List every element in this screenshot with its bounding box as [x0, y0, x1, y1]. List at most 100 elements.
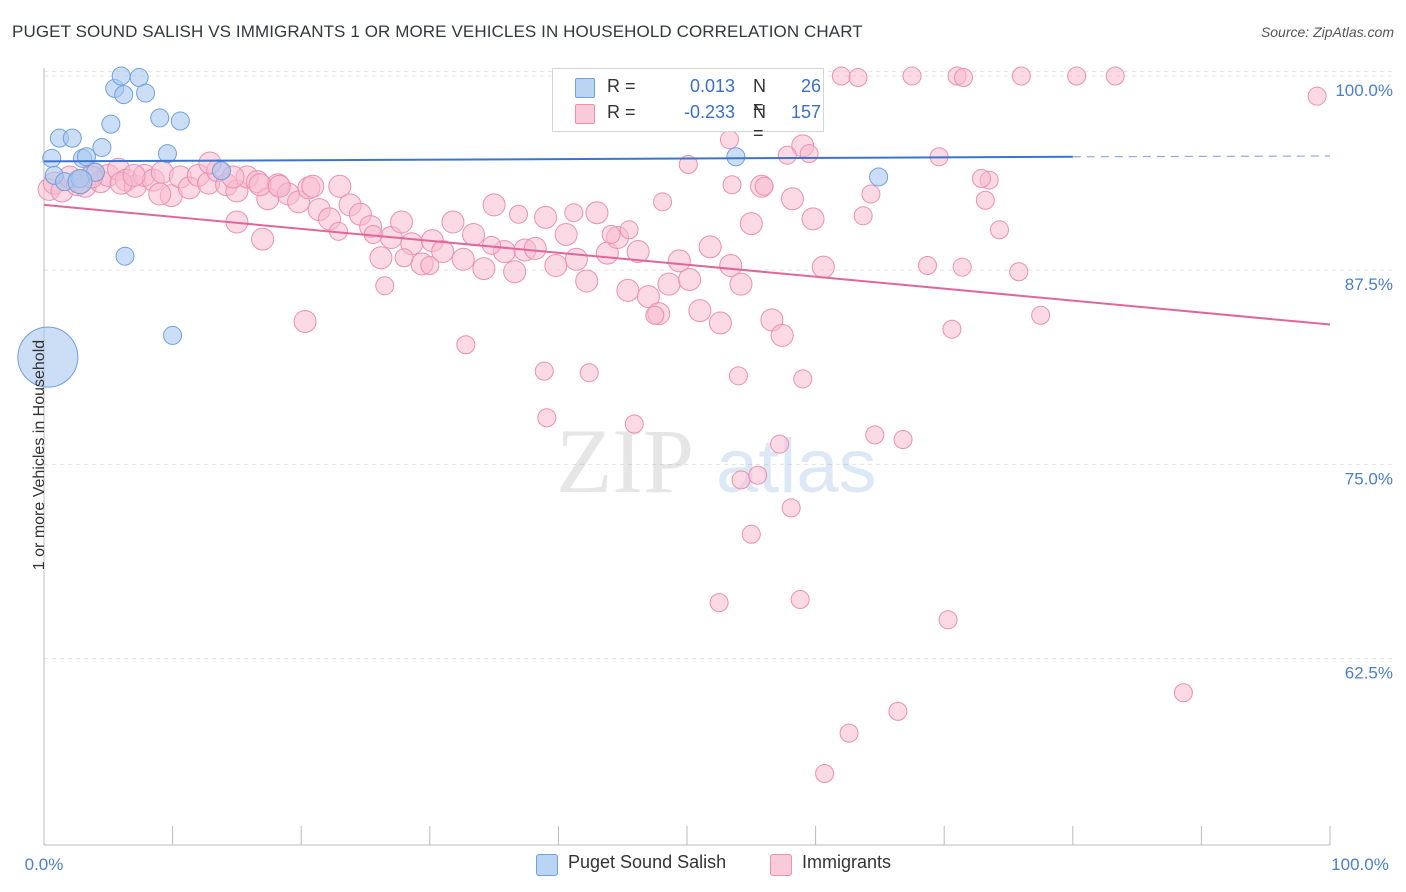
data-point	[831, 66, 851, 86]
data-point	[748, 465, 768, 485]
data-point	[136, 83, 156, 103]
legend-label-salish: Puget Sound Salish	[568, 852, 727, 872]
data-point	[861, 184, 881, 204]
trend-line-salish-extension	[1072, 155, 1331, 158]
data-point	[523, 236, 547, 260]
data-point	[534, 361, 554, 381]
y-tick-label: 87.5%	[1345, 275, 1393, 294]
data-point	[624, 414, 644, 434]
data-point	[869, 167, 889, 187]
data-point	[741, 524, 761, 544]
data-point	[585, 201, 609, 225]
data-point	[667, 249, 691, 273]
data-point	[729, 272, 753, 296]
data-point	[114, 85, 134, 105]
y-axis-label: 1 or more Vehicles in Household	[31, 339, 48, 571]
grid-lines	[44, 70, 1392, 660]
data-point	[953, 68, 973, 88]
data-point	[534, 205, 558, 229]
data-point	[537, 408, 557, 428]
legend-label-immigrants: Immigrants	[802, 852, 892, 872]
data-point	[777, 145, 797, 165]
data-point	[1031, 305, 1051, 325]
n-label: N =	[753, 102, 766, 143]
n-label: N =	[753, 76, 766, 117]
data-point	[619, 220, 639, 240]
watermark-zip: ZIP	[556, 410, 694, 512]
data-point	[793, 369, 813, 389]
legend-swatch-salish	[575, 78, 595, 98]
data-point	[781, 498, 801, 518]
data-point	[839, 723, 859, 743]
legend-swatch-immigrants	[575, 104, 595, 124]
data-point	[456, 335, 476, 355]
data-point	[122, 163, 146, 187]
data-point	[369, 246, 393, 270]
data-point	[170, 111, 190, 131]
data-point	[616, 278, 640, 302]
data-point	[770, 434, 790, 454]
source-label: Source: ZipAtlas.com	[1260, 24, 1394, 40]
data-point	[390, 210, 414, 234]
n-value: 26	[800, 76, 821, 96]
data-point	[739, 212, 763, 236]
data-point	[657, 272, 681, 296]
data-point	[888, 701, 908, 721]
data-point	[111, 66, 131, 86]
data-point	[248, 173, 272, 197]
r-value: 0.013	[689, 76, 735, 96]
data-point	[564, 203, 584, 223]
data-point	[726, 147, 746, 167]
data-point	[451, 247, 475, 271]
data-point	[375, 276, 395, 296]
data-point	[801, 207, 825, 231]
legend-swatch-salish	[536, 854, 558, 876]
data-point	[1067, 66, 1087, 86]
data-point	[709, 593, 729, 613]
chart-title: PUGET SOUND SALISH VS IMMIGRANTS 1 OR MO…	[12, 22, 863, 41]
data-point	[163, 325, 183, 345]
data-point	[770, 323, 794, 347]
data-point	[1173, 683, 1193, 703]
data-point	[544, 254, 568, 278]
data-point	[653, 192, 673, 212]
data-point	[150, 108, 170, 128]
x-tick-label: 0.0%	[25, 855, 64, 874]
data-point	[431, 240, 455, 264]
data-point	[848, 68, 868, 88]
data-point	[799, 144, 819, 164]
legend-swatch-immigrants	[770, 854, 792, 876]
y-tick-label: 62.5%	[1345, 664, 1393, 683]
data-point	[157, 144, 177, 164]
data-point	[579, 363, 599, 383]
data-point	[211, 161, 231, 181]
data-point	[722, 175, 742, 195]
data-point	[811, 255, 835, 279]
data-point	[853, 206, 873, 226]
data-point	[1105, 66, 1125, 86]
data-point	[942, 319, 962, 339]
data-point	[328, 174, 352, 198]
y-tick-label: 100.0%	[1335, 81, 1393, 100]
data-point	[975, 190, 995, 210]
data-point	[678, 268, 702, 291]
data-point	[708, 311, 732, 335]
data-point	[554, 222, 578, 246]
data-point	[698, 235, 722, 259]
trend-line-salish	[43, 155, 1073, 163]
data-point	[293, 309, 317, 333]
data-point	[42, 148, 62, 168]
x-tick-label: 100.0%	[1331, 855, 1389, 874]
data-point	[790, 590, 810, 610]
data-point	[394, 248, 414, 268]
data-point	[503, 260, 527, 284]
data-point	[462, 222, 486, 246]
data-point	[902, 66, 922, 86]
data-point	[688, 299, 712, 323]
data-point	[472, 257, 496, 281]
tick-labels: 100.0% 87.5% 75.0% 62.5% 0.0% 100.0%	[25, 81, 1393, 874]
data-point	[62, 128, 82, 148]
immigrants-points	[37, 66, 1327, 784]
watermark: ZIP atlas	[556, 410, 877, 512]
